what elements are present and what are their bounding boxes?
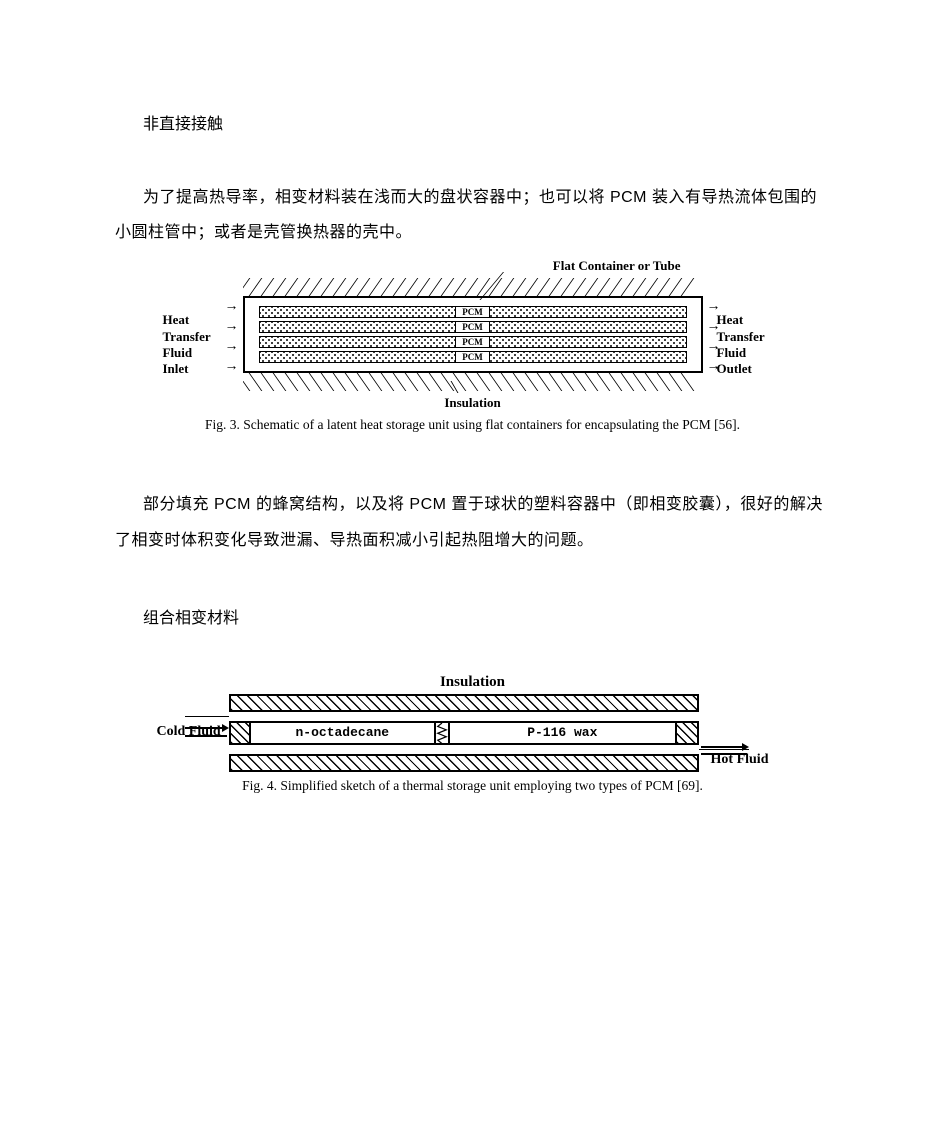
fig3-pcm-row: PCM — [259, 336, 687, 348]
spacer — [115, 586, 830, 604]
fig3-pcm-tag: PCM — [455, 321, 490, 333]
cold-arrow-icon — [185, 727, 227, 729]
fig3-hatch-top — [243, 278, 703, 296]
heading-non-direct-contact: 非直接接触 — [143, 110, 830, 134]
fig4-caption: Fig. 4. Simplified sketch of a thermal s… — [242, 778, 703, 794]
fig4-hot-label: Hot Fluid — [711, 752, 769, 768]
arrow-right-icon: → — [707, 340, 721, 354]
arrow-right-icon: → — [225, 340, 239, 354]
fig4-pcm-row: n-octadecane P-116 wax — [229, 721, 699, 745]
paragraph-1: 为了提高热导率，相变材料装在浅而大的盘状容器中；也可以将 PCM 装入有导热流体… — [115, 180, 830, 250]
arrow-right-icon: → — [707, 320, 721, 334]
paragraph-2: 部分填充 PCM 的蜂窝结构，以及将 PCM 置于球状的塑料容器中（即相变胶囊）… — [115, 487, 830, 557]
fig3-right-line: Heat — [717, 312, 783, 328]
fig4-cold-channel — [229, 712, 699, 721]
fig3-pcm-row: PCM — [259, 306, 687, 318]
spacer — [115, 463, 830, 487]
fig3-core: Flat Container or Tube PCMPCMPCMPCM Insu… — [243, 278, 703, 411]
fig4-hot-channel — [229, 745, 699, 754]
arrow-right-icon: → — [225, 300, 239, 314]
figure-4: Insulation Cold Fluid n-octadecane P-116… — [115, 674, 830, 794]
fig3-frame: PCM PCM PCM PCM — [243, 296, 703, 373]
fig3-hatch-bottom — [243, 373, 703, 391]
fig3-right-line: Fluid — [717, 345, 783, 361]
fig3-pcm-bar: PCM — [259, 306, 687, 318]
fig3-right-line: Outlet — [717, 361, 783, 377]
hot-arrow-icon — [701, 746, 747, 748]
figure-3: Heat Transfer Fluid Inlet Flat Container… — [115, 278, 830, 433]
fig3-diagram: Heat Transfer Fluid Inlet Flat Container… — [163, 278, 783, 411]
fig4-top-label: Insulation — [193, 674, 753, 691]
arrow-right-icon: → — [707, 360, 721, 374]
fig4-insulation-bottom — [229, 754, 699, 772]
fig3-pcm-tag: PCM — [455, 306, 490, 318]
fig4-hatch-cell — [231, 723, 251, 743]
fig3-pcm-bar: PCM — [259, 336, 687, 348]
arrow-right-icon: → — [707, 300, 721, 314]
fig3-right-line: Transfer — [717, 329, 783, 345]
cold-arrow-line — [185, 735, 227, 737]
heading-composite-pcm: 组合相变材料 — [143, 604, 830, 628]
fig4-cell-noctadecane: n-octadecane — [251, 723, 437, 743]
fig3-pcm-bar: PCM — [259, 321, 687, 333]
fig4-diagram: Insulation Cold Fluid n-octadecane P-116… — [193, 674, 753, 772]
arrow-right-icon: → — [225, 320, 239, 334]
fig3-caption: Fig. 3. Schematic of a latent heat stora… — [205, 417, 740, 433]
arrow-right-icon: → — [225, 360, 239, 374]
fig3-top-label: Flat Container or Tube — [553, 258, 681, 274]
fig3-pcm-bar: PCM — [259, 351, 687, 363]
fig4-hatch-cell — [677, 723, 697, 743]
fig3-pcm-tag: PCM — [455, 336, 490, 348]
fig3-pcm-row: PCM — [259, 351, 687, 363]
fig3-pcm-row: PCM — [259, 321, 687, 333]
fig4-insulation-top — [229, 694, 699, 712]
fig3-arrows-left: → → → → — [225, 300, 239, 374]
fig3-bottom-label: Insulation — [243, 395, 703, 411]
fig3-arrows-right: → → → → — [707, 300, 721, 374]
fig3-pcm-tag: PCM — [455, 351, 490, 363]
fig4-zigzag-divider — [436, 723, 450, 743]
fig4-body: Cold Fluid n-octadecane P-116 wax — [229, 694, 699, 772]
fig4-cell-p116wax: P-116 wax — [450, 723, 676, 743]
page: 非直接接触 为了提高热导率，相变材料装在浅而大的盘状容器中；也可以将 PCM 装… — [0, 0, 945, 884]
